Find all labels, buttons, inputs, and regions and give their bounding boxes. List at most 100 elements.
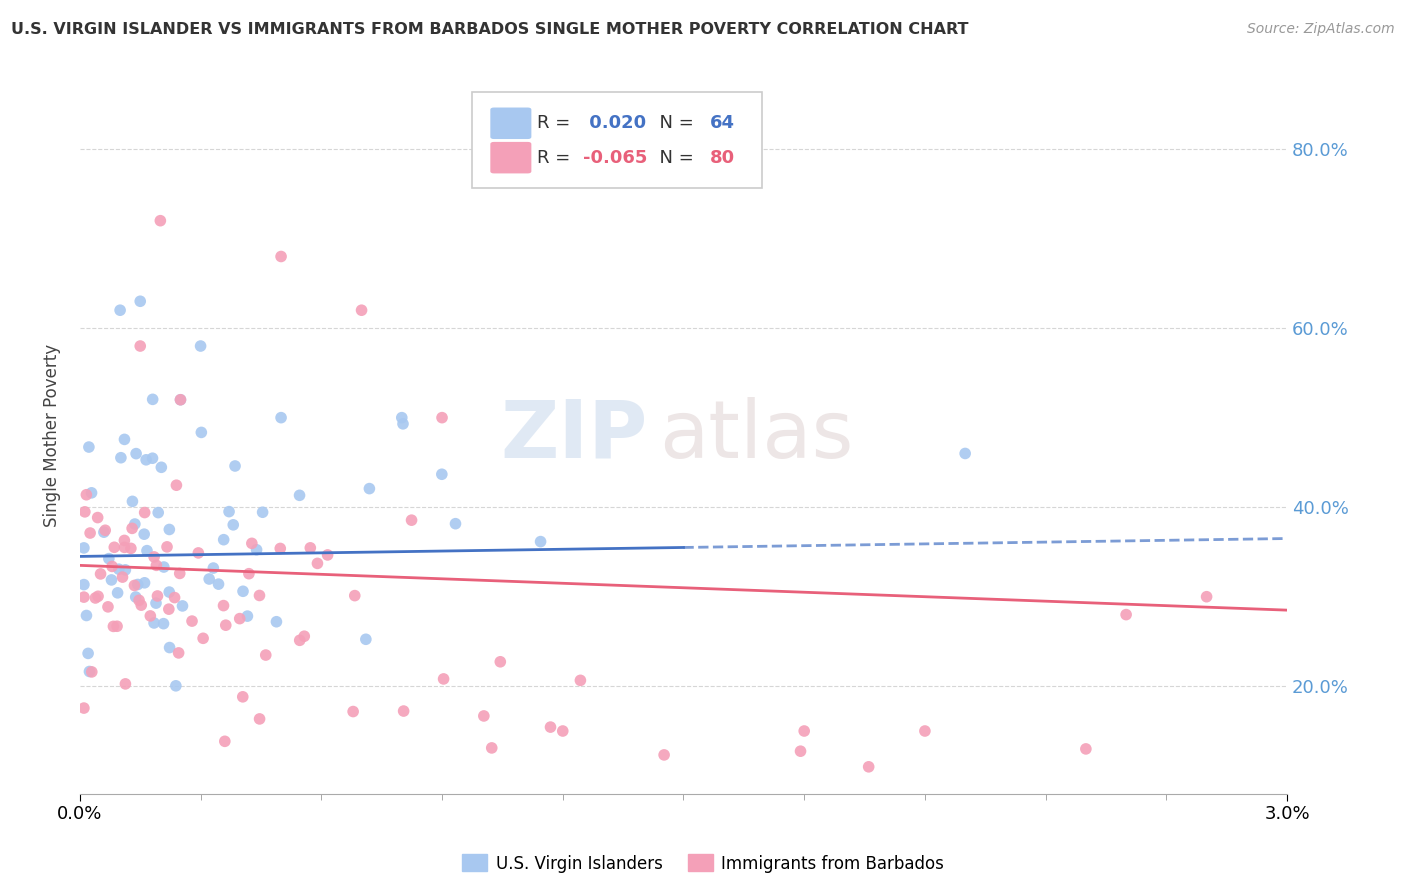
Point [93, 525, 115, 540]
Text: 64: 64 [710, 114, 735, 132]
Point [350, 303, 373, 318]
Point [214, 734, 236, 748]
Point [391, 410, 413, 425]
Point [359, 482, 381, 496]
Text: N =: N = [648, 114, 700, 132]
Legend: U.S. Virgin Islanders, Immigrants from Barbados: U.S. Virgin Islanders, Immigrants from B… [456, 847, 950, 880]
Point [97, 551, 120, 566]
Point [270, 250, 292, 264]
Point [80, 486, 103, 500]
Point [157, 585, 180, 599]
Point [84, 591, 107, 605]
Point [236, 609, 259, 624]
Point [169, 392, 191, 407]
Point [245, 542, 267, 557]
Point [103, 619, 125, 633]
Point [789, 744, 811, 758]
Point [87, 589, 110, 603]
Point [198, 572, 221, 586]
Point [163, 591, 186, 605]
Point [165, 478, 187, 492]
Point [232, 584, 254, 599]
Point [121, 521, 143, 535]
Point [156, 540, 179, 554]
Point [292, 629, 315, 643]
Point [124, 578, 146, 592]
Point [148, 506, 170, 520]
Point [125, 447, 148, 461]
Point [77, 440, 100, 454]
Point [134, 506, 156, 520]
FancyBboxPatch shape [472, 92, 762, 188]
Point [187, 546, 209, 560]
Point [190, 339, 212, 353]
FancyBboxPatch shape [491, 142, 531, 173]
Text: atlas: atlas [659, 397, 853, 475]
Point [316, 548, 339, 562]
Point [157, 602, 180, 616]
Text: -0.065: -0.065 [583, 149, 648, 167]
Point [129, 294, 152, 309]
Point [73, 541, 96, 555]
Point [172, 599, 194, 613]
Point [569, 673, 592, 688]
Point [149, 213, 172, 227]
Point [181, 614, 204, 628]
Point [142, 392, 165, 407]
Point [97, 599, 120, 614]
Point [953, 446, 976, 460]
Point [114, 541, 136, 555]
Point [145, 558, 167, 573]
Point [228, 612, 250, 626]
Point [73, 590, 96, 604]
Point [529, 534, 551, 549]
Point [430, 410, 453, 425]
Point [222, 517, 245, 532]
Point [191, 632, 214, 646]
Point [215, 618, 238, 632]
Point [136, 543, 159, 558]
Point [80, 665, 103, 679]
Point [240, 536, 263, 550]
Point [252, 505, 274, 519]
Point [121, 494, 143, 508]
Point [134, 527, 156, 541]
Point [145, 596, 167, 610]
FancyBboxPatch shape [491, 108, 531, 139]
Point [167, 646, 190, 660]
Point [75, 608, 97, 623]
Point [169, 566, 191, 581]
Text: R =: R = [537, 114, 576, 132]
Point [489, 655, 512, 669]
Point [108, 562, 131, 576]
Point [354, 632, 377, 647]
Point [392, 704, 415, 718]
Point [249, 712, 271, 726]
Point [114, 563, 136, 577]
Point [73, 505, 96, 519]
Point [90, 566, 112, 581]
Point [793, 724, 815, 739]
Point [1074, 742, 1097, 756]
Point [101, 559, 124, 574]
Text: ZIP: ZIP [501, 397, 647, 475]
Point [266, 615, 288, 629]
Text: U.S. VIRGIN ISLANDER VS IMMIGRANTS FROM BARBADOS SINGLE MOTHER POVERTY CORRELATI: U.S. VIRGIN ISLANDER VS IMMIGRANTS FROM … [11, 22, 969, 37]
Point [472, 709, 495, 723]
Point [146, 589, 169, 603]
Point [1115, 607, 1137, 622]
Point [129, 339, 152, 353]
Point [112, 533, 135, 548]
Point [125, 590, 148, 604]
Point [134, 575, 156, 590]
Point [444, 516, 467, 531]
Point [1195, 590, 1218, 604]
Point [551, 724, 574, 739]
Point [79, 526, 101, 541]
Point [77, 646, 100, 660]
Point [135, 452, 157, 467]
Point [143, 549, 166, 564]
Point [94, 523, 117, 537]
Point [86, 510, 108, 524]
Point [150, 460, 173, 475]
